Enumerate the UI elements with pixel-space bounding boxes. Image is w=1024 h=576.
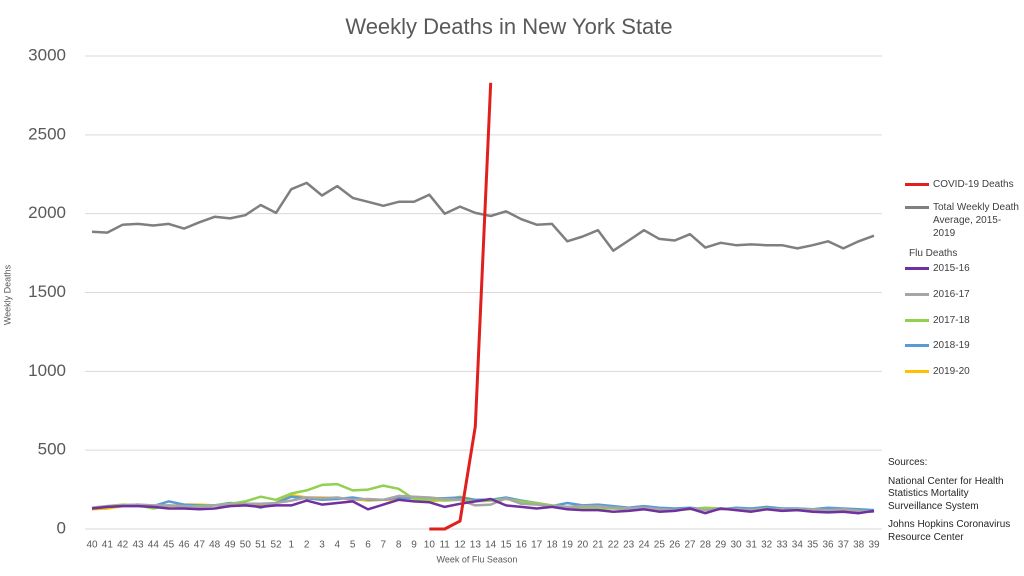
legend-swatch [905,344,929,347]
legend-label: 2018-19 [933,340,970,351]
x-tick-label: 43 [132,540,144,551]
x-tick-label: 25 [654,540,666,551]
x-tick-label: 20 [577,540,589,551]
legend-label: COVID-19 Deaths [933,179,1014,190]
y-tick-label: 500 [38,440,66,459]
legend-swatch [905,206,929,209]
x-tick-label: 10 [424,540,436,551]
sources: Sources: National Center for Health Stati… [888,457,1022,550]
x-tick-label: 44 [148,540,160,551]
x-tick-label: 50 [240,540,252,551]
legend-label: Total Weekly Death Average, 2015-2019 [933,202,1019,239]
x-tick-label: 36 [822,540,834,551]
y-tick-label: 1000 [28,361,66,380]
x-tick-label: 4 [335,540,341,551]
legend-label: 2016-17 [933,289,970,300]
x-tick-label: 15 [500,540,512,551]
x-tick-label: 27 [684,540,696,551]
legend-subtitle: Flu Deaths [909,248,958,259]
x-tick-label: 30 [730,540,742,551]
x-tick-label: 47 [194,540,206,551]
y-axis-label: Weekly Deaths [2,264,12,325]
x-tick-label: 9 [411,540,417,551]
x-tick-label: 22 [608,540,620,551]
source-text: National Center for Health Statistics Mo… [888,475,1004,512]
x-tick-label: 14 [485,540,497,551]
x-tick-label: 34 [792,540,804,551]
x-tick-label: 46 [178,540,190,551]
legend-swatch [905,267,929,270]
x-tick-label: 39 [868,540,880,551]
x-tick-label: 45 [163,540,175,551]
x-tick-label: 49 [224,540,236,551]
x-tick-label: 7 [381,540,387,551]
x-tick-label: 13 [470,540,482,551]
x-tick-label: 3 [319,540,325,551]
series-line [91,497,875,515]
series-line [429,82,493,531]
x-tick-label: 24 [638,540,650,551]
x-tick-label: 40 [86,540,98,551]
legend-label: 2017-18 [933,315,970,326]
x-tick-label: 31 [746,540,758,551]
x-tick-label: 16 [516,540,528,551]
source-text: Johns Hopkins Coronavirus Resource Cente… [888,519,1011,543]
x-tick-label: 42 [117,540,129,551]
legend-swatch [905,319,929,322]
y-tick-label: 1500 [28,282,66,301]
x-tick-label: 2 [304,540,310,551]
x-tick-label: 17 [531,540,543,551]
y-tick-label: 3000 [28,45,66,64]
x-tick-label: 5 [350,540,356,551]
y-tick-label: 2000 [28,203,66,222]
x-tick-label: 23 [623,540,635,551]
x-tick-label: 28 [700,540,712,551]
source-text: Sources: [888,457,928,468]
x-tick-label: 35 [807,540,819,551]
x-tick-label: 38 [853,540,865,551]
x-tick-label: 18 [546,540,558,551]
x-tick-label: 48 [209,540,221,551]
legend-label: 2019-20 [933,366,970,377]
x-tick-label: 8 [396,540,402,551]
series-line [91,181,875,252]
x-tick-label: 29 [715,540,727,551]
x-tick-label: 33 [776,540,788,551]
x-tick-label: 11 [439,540,450,551]
x-tick-label: 26 [669,540,681,551]
x-tick-label: 1 [289,540,295,551]
x-tick-label: 21 [592,540,604,551]
legend-swatch [905,370,929,373]
x-tick-label: 52 [270,540,282,551]
y-tick-label: 2500 [28,124,66,143]
x-tick-label: 6 [365,540,371,551]
x-tick-label: 41 [102,540,114,551]
x-tick-label: 32 [761,540,773,551]
x-tick-label: 37 [838,540,850,551]
legend-label: 2015-16 [933,263,970,274]
x-axis-label: Week of Flu Season [437,554,518,564]
x-tick-label: 51 [255,540,267,551]
chart-title: Weekly Deaths in New York State [345,14,672,39]
x-tick-label: 19 [562,540,574,551]
x-tick-label: 12 [454,540,466,551]
legend-swatch [905,293,929,296]
legend-swatch [905,183,929,186]
y-tick-label: 0 [57,518,66,537]
